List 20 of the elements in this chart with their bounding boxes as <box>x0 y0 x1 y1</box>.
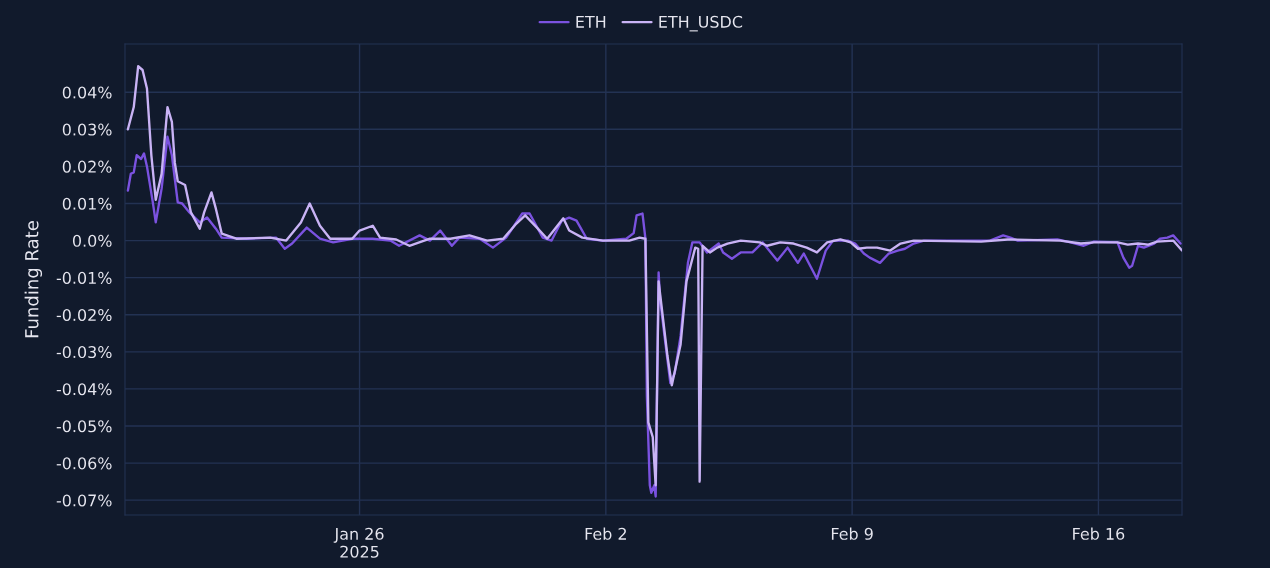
x-tick-label: Feb 2 <box>585 527 626 540</box>
y-tick-label: 0.03% <box>62 123 112 136</box>
legend-label: ETH_USDC <box>659 15 743 32</box>
line-series <box>126 65 1182 487</box>
y-tick-label: -0.06% <box>56 457 112 470</box>
x-tick-label: Jan 26 2025 <box>333 527 384 558</box>
x-tick-label: Feb 16 <box>1073 527 1125 540</box>
y-tick-label: -0.02% <box>56 308 112 322</box>
y-tick-label: 0.0% <box>72 234 112 247</box>
y-tick-label: -0.07% <box>56 494 112 507</box>
y-tick-label: 0.04% <box>62 86 112 99</box>
y-tick-label: -0.04% <box>56 383 112 396</box>
legend-label: ETH <box>576 16 606 28</box>
y-tick-label: 0.02% <box>62 160 112 173</box>
y-axis-title: Funding Rate <box>24 221 43 338</box>
y-tick-label: -0.05% <box>56 420 112 433</box>
y-tick-label: 0.01% <box>62 197 112 210</box>
y-tick-label: -0.03% <box>56 346 112 359</box>
x-tick-label: Feb 9 <box>831 527 873 540</box>
y-tick-label: -0.01% <box>56 271 112 284</box>
